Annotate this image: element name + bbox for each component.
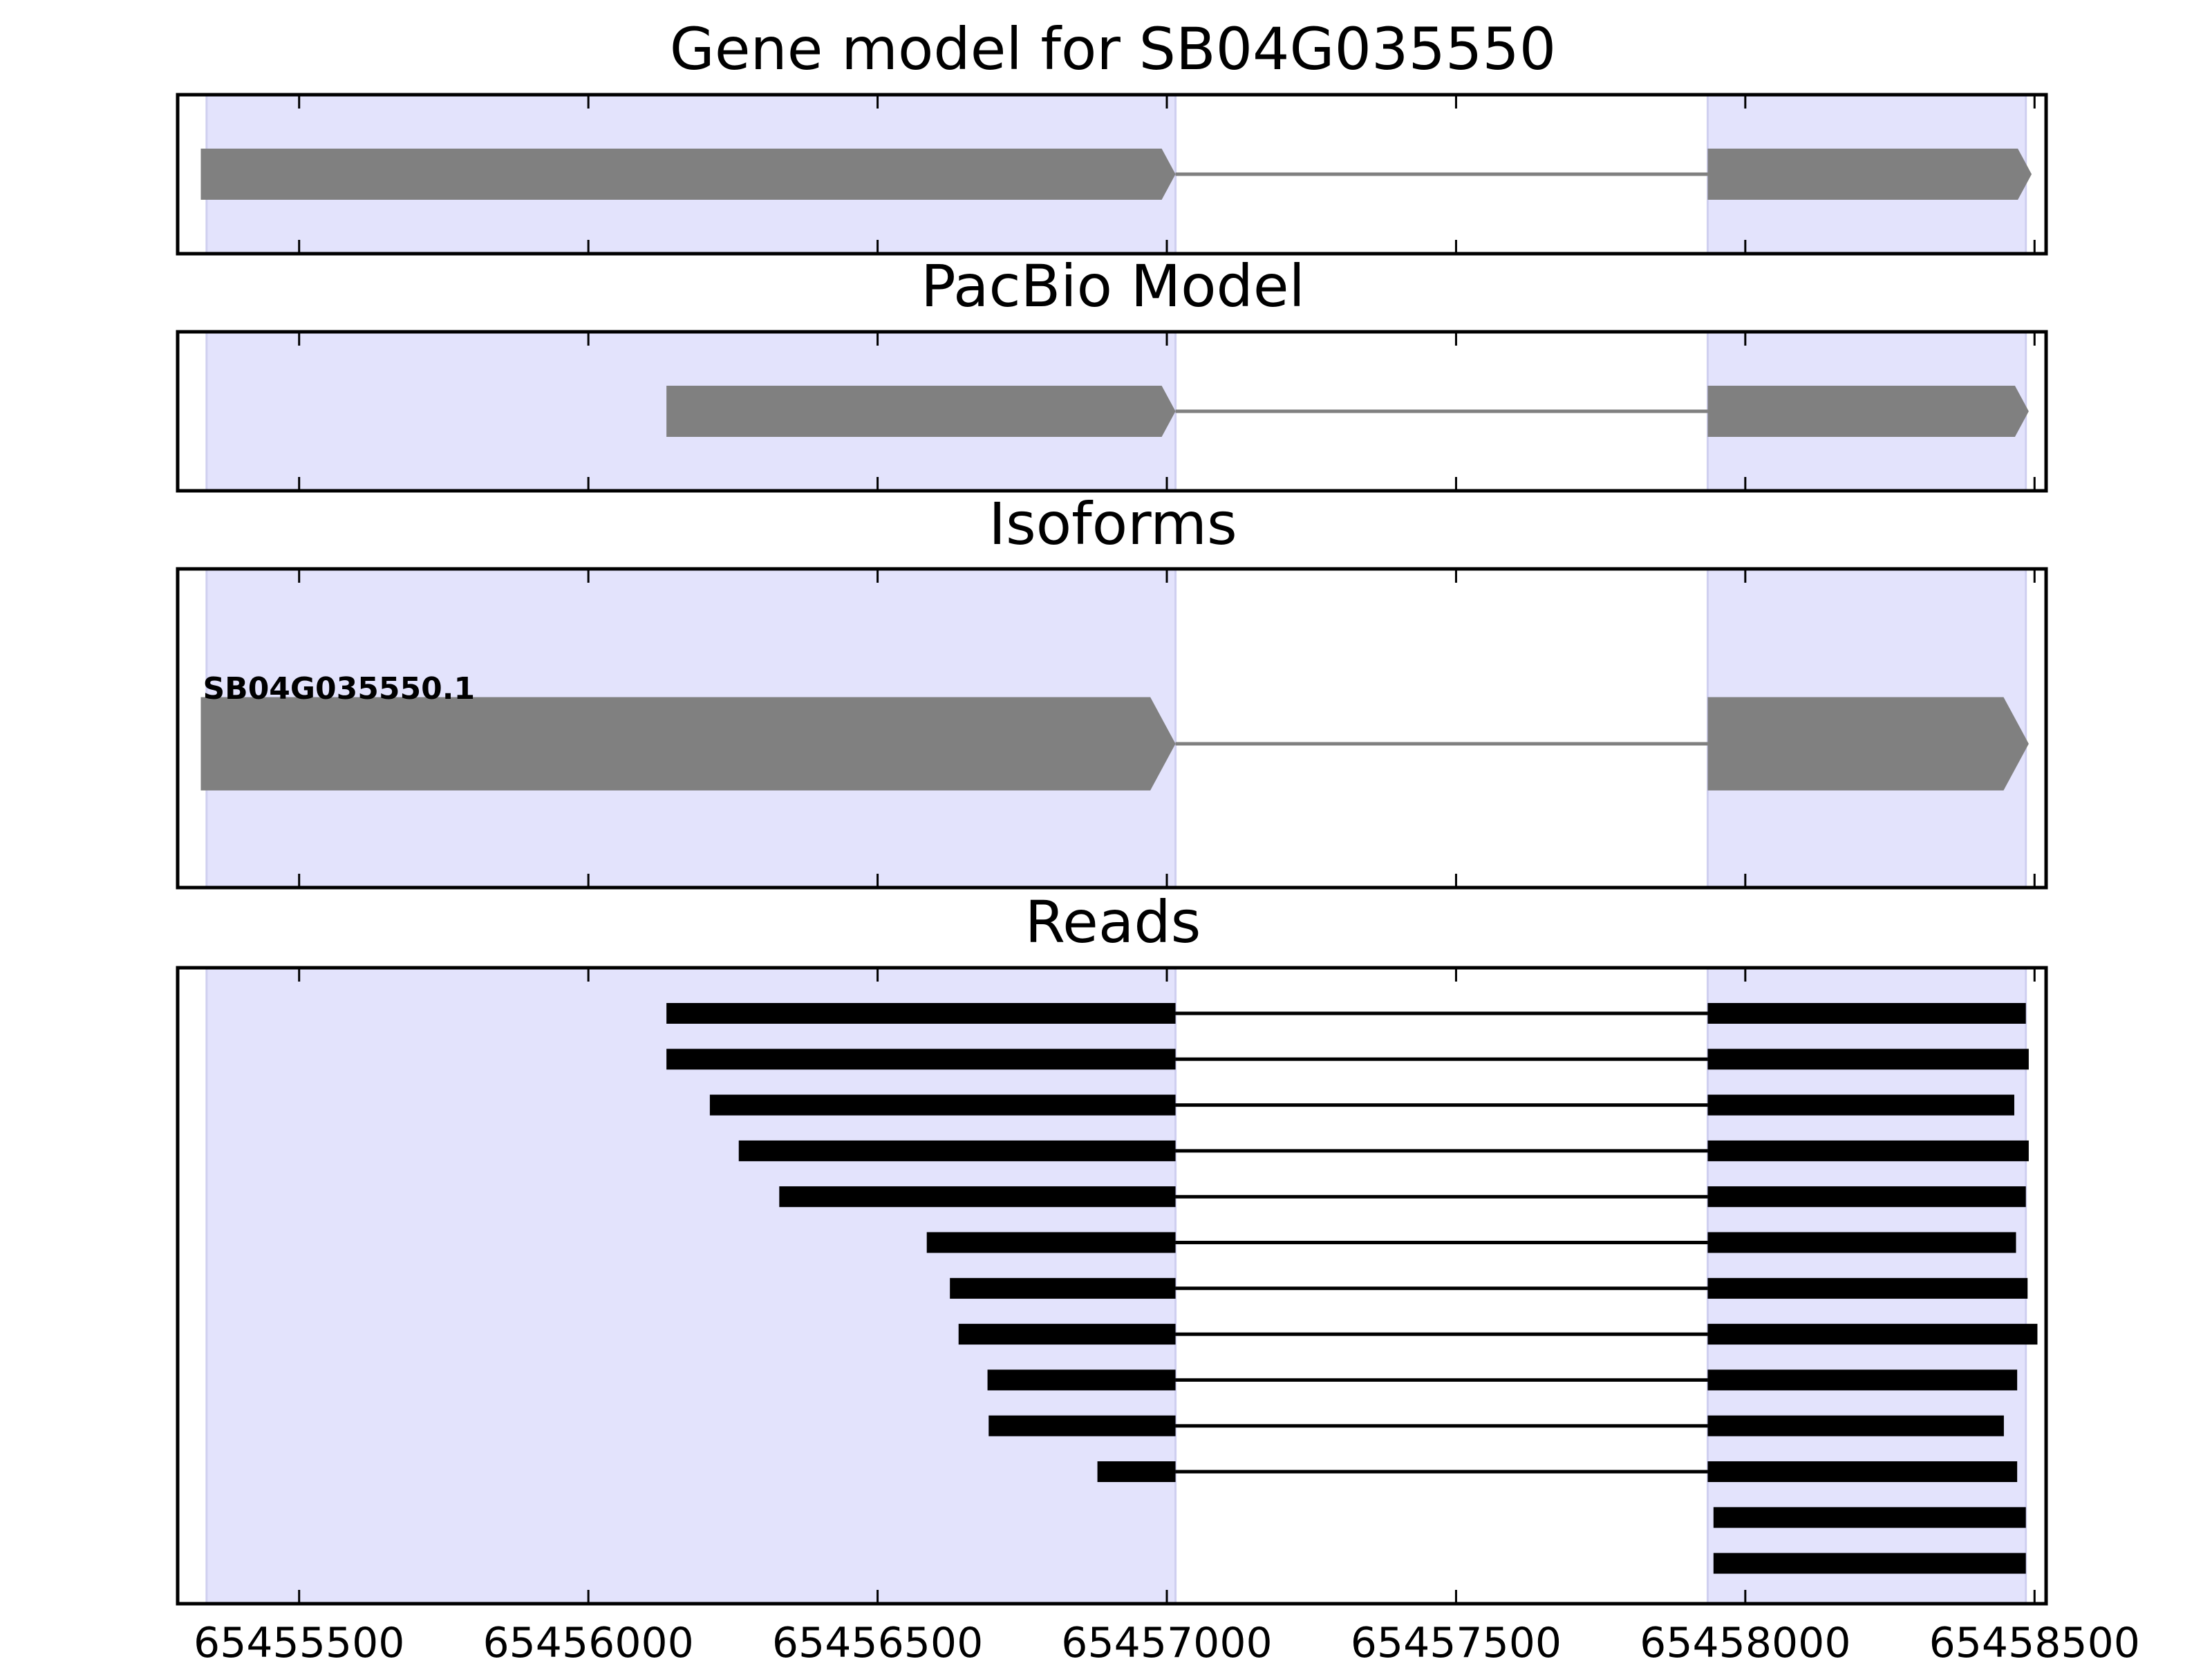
read-block <box>1707 1140 2029 1161</box>
read-3 <box>738 1140 2029 1161</box>
read-0 <box>666 1003 2026 1024</box>
read-block <box>1707 1324 2038 1345</box>
x-tick-label: 65455500 <box>194 1619 404 1659</box>
read-block <box>988 1415 1176 1436</box>
read-block <box>1707 1461 2018 1482</box>
isoform-label: SB04G035550.1 <box>203 671 475 706</box>
panel-2: Isoforms SB04G035550.1 <box>176 490 2048 890</box>
panel-title: PacBio Model <box>921 252 1305 320</box>
read-5 <box>926 1232 2016 1253</box>
read-8 <box>987 1369 2018 1391</box>
panels-layer: Gene model for SB04G035550 PacBio Model Is… <box>176 15 2140 1659</box>
exon-block <box>200 149 1176 200</box>
read-4 <box>779 1186 2026 1208</box>
read-block <box>709 1094 1176 1116</box>
read-block <box>1097 1461 1176 1482</box>
exon-block <box>1707 386 2029 437</box>
read-block <box>1707 1415 2004 1436</box>
read-2 <box>709 1094 2014 1116</box>
panel-title: Reads <box>1025 888 1201 956</box>
read-block <box>958 1324 1176 1345</box>
x-tick-label: 65458000 <box>1640 1619 1850 1659</box>
read-block <box>926 1232 1176 1253</box>
x-tick-label: 65458500 <box>1929 1619 2140 1659</box>
read-11 <box>1713 1507 2026 1528</box>
read-block <box>1707 1277 2028 1299</box>
panel-frame <box>176 93 2048 256</box>
read-9 <box>988 1415 2004 1436</box>
read-1 <box>666 1049 2029 1070</box>
read-block <box>1707 1094 2014 1116</box>
exon-block <box>1707 149 2032 200</box>
exon-block <box>666 386 1176 437</box>
x-tick-label: 65456000 <box>482 1619 693 1659</box>
panel-1: PacBio Model <box>176 252 2048 493</box>
panel-frame <box>176 567 2048 890</box>
exon-block <box>200 697 1176 791</box>
read-block <box>1707 1232 2016 1253</box>
x-tick-label: 65457000 <box>1061 1619 1272 1659</box>
x-tick-label: 65456500 <box>772 1619 983 1659</box>
read-block <box>666 1049 1176 1070</box>
panel-frame <box>176 330 2048 493</box>
panel-3: Reads <box>176 888 2048 1606</box>
read-block <box>738 1140 1176 1161</box>
read-block <box>1707 1049 2029 1070</box>
read-block <box>1713 1553 2026 1574</box>
read-block <box>987 1369 1176 1391</box>
read-7 <box>958 1324 2038 1345</box>
panel-0: Gene model for SB04G035550 <box>176 15 2048 256</box>
read-block <box>666 1003 1176 1024</box>
x-tick-label: 65457500 <box>1351 1619 1562 1659</box>
read-block <box>950 1277 1176 1299</box>
read-block <box>1713 1507 2026 1528</box>
read-block <box>1707 1186 2026 1208</box>
panel-title: Isoforms <box>988 490 1237 558</box>
read-block <box>779 1186 1176 1208</box>
read-10 <box>1097 1461 2018 1482</box>
panel-title: Gene model for SB04G035550 <box>670 15 1556 83</box>
exon-block <box>1707 697 2029 791</box>
read-6 <box>950 1277 2028 1299</box>
read-12 <box>1713 1553 2026 1574</box>
panel-frame <box>176 966 2048 1606</box>
read-block <box>1707 1003 2026 1024</box>
read-block <box>1707 1369 2018 1391</box>
